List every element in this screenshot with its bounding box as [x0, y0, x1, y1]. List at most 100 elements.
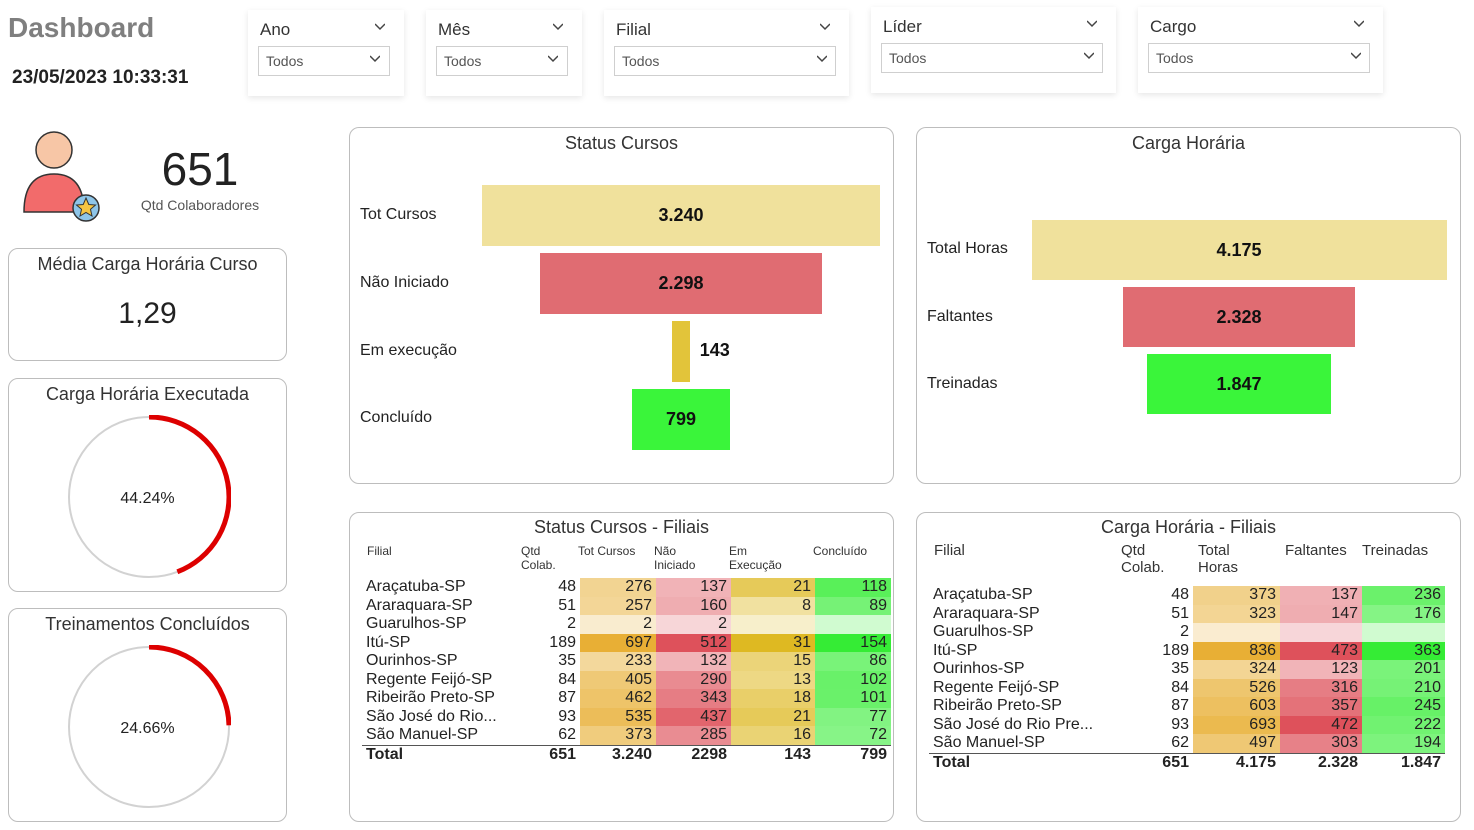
cell-filial: São Manuel-SP: [366, 726, 479, 743]
treinamentos-concluidos-gauge: [68, 645, 231, 808]
filter-ano-label: Ano: [260, 20, 291, 39]
filter-filial-label: Filial: [616, 20, 651, 39]
table-row[interactable]: Guarulhos-SP 2: [929, 623, 1445, 642]
table-cell: 102: [815, 670, 891, 689]
column-header[interactable]: Não Iniciado: [654, 544, 695, 572]
column-header[interactable]: Filial: [934, 542, 965, 559]
table-row[interactable]: Ribeirão Preto-SP 87 462 343 18 101: [362, 689, 891, 708]
funnel-bar[interactable]: 799: [631, 389, 731, 450]
column-header[interactable]: Faltantes: [1285, 542, 1347, 559]
filter-lider-label: Líder: [883, 17, 922, 36]
table-cell: 154: [815, 633, 891, 652]
filter-mes-dropdown[interactable]: Todos: [436, 46, 568, 76]
column-header-line: Qtd Colab.: [1121, 542, 1165, 576]
table-cell: 373: [1193, 586, 1280, 605]
table-cell: 15: [731, 652, 815, 671]
table-row[interactable]: São Manuel-SP 62 497 303 194: [929, 734, 1445, 753]
table-row[interactable]: Itú-SP 189 836 473 363: [929, 641, 1445, 660]
total-cell: 3.240: [580, 744, 656, 764]
total-cell: 4.175: [1193, 752, 1280, 772]
filter-cargo-dropdown[interactable]: Todos: [1148, 43, 1370, 73]
cell-filial: Guarulhos-SP: [933, 623, 1034, 640]
funnel-bar[interactable]: 3.240: [482, 185, 880, 246]
funnel-bar[interactable]: 1.847: [1147, 354, 1331, 414]
carga-executada-percent: 44.24%: [120, 490, 175, 507]
table-row[interactable]: Ribeirão Preto-SP 87 603 357 245: [929, 697, 1445, 716]
media-carga-value: 1,29: [118, 297, 177, 330]
table-cell: 147: [1280, 604, 1362, 623]
funnel-bar[interactable]: 2.298: [539, 253, 823, 314]
chevron-down-icon[interactable]: [1087, 19, 1097, 29]
table-cell: [1280, 623, 1362, 642]
table-cell: 13: [731, 670, 815, 689]
table-cell: 176: [1362, 604, 1445, 623]
total-cell: 651: [1117, 752, 1193, 772]
funnel-bar[interactable]: [672, 321, 690, 382]
column-header[interactable]: Concluído: [813, 544, 868, 558]
table-cell: 16: [731, 726, 815, 745]
filter-filial-dropdown[interactable]: Todos: [614, 46, 836, 76]
column-header[interactable]: Filial: [367, 544, 392, 558]
table-cell: 303: [1280, 734, 1362, 753]
funnel-value: 1.847: [1216, 373, 1262, 394]
column-header[interactable]: Treinadas: [1362, 542, 1429, 559]
cell-filial: São José do Rio...: [366, 707, 497, 725]
funnel-label: Total Horas: [927, 240, 1008, 257]
table-cell: 72: [815, 726, 891, 745]
table-row[interactable]: Guarulhos-SP 2 2 2: [362, 615, 891, 634]
column-header[interactable]: Qtd Colab.: [1121, 542, 1164, 576]
column-header[interactable]: Total Horas: [1198, 542, 1238, 576]
column-header[interactable]: Em Execução: [729, 544, 782, 572]
cell-filial: São José do Rio Pre...: [933, 715, 1094, 733]
filter-lider-dropdown[interactable]: Todos: [881, 43, 1103, 73]
cell-filial: Itú-SP: [366, 633, 411, 651]
cell-filial: Ribeirão Preto-SP: [366, 689, 495, 706]
table-cell: [815, 615, 891, 634]
table-row[interactable]: Araçatuba-SP 48 373 137 236: [929, 586, 1445, 605]
column-header-line: Total Horas: [1198, 542, 1239, 576]
total-cell: 1.847: [1362, 752, 1445, 772]
chevron-down-icon: [1084, 52, 1094, 60]
column-header[interactable]: Qtd Colab.: [521, 544, 556, 572]
cell-filial: Regente Feijó-SP: [933, 678, 1060, 696]
table-row[interactable]: Ourinhos-SP 35 233 132 15 86: [362, 652, 891, 671]
table-cell: 2: [580, 615, 656, 634]
table-row[interactable]: Ourinhos-SP 35 324 123 201: [929, 660, 1445, 679]
cell-filial: Itú-SP: [933, 641, 978, 659]
table-row[interactable]: Araçatuba-SP 48 276 137 21 118: [362, 578, 891, 597]
table-cell: [731, 615, 815, 634]
carga-filiais-title: Carga Horária - Filiais: [1100, 517, 1277, 537]
funnel-bar[interactable]: 2.328: [1123, 287, 1355, 347]
table-row[interactable]: Itú-SP 189 697 512 31 154: [362, 633, 891, 652]
table-cell: 137: [1280, 586, 1362, 605]
table-row[interactable]: São Manuel-SP 62 373 285 16 72: [362, 726, 891, 745]
chevron-down-icon[interactable]: [553, 22, 563, 32]
funnel-value: 2.298: [658, 273, 704, 293]
table-cell: 343: [656, 689, 731, 708]
chevron-down-icon[interactable]: [820, 22, 830, 32]
filter-lider-value: Todos: [889, 50, 927, 66]
total-row: Total 651 4.175 2.328 1.847: [929, 752, 1445, 772]
table-row[interactable]: São José do Rio Pre... 93 693 472 222: [929, 715, 1445, 734]
cell-filial: Regente Feijó-SP: [366, 670, 493, 688]
table-row[interactable]: Regente Feijó-SP 84 405 290 13 102: [362, 670, 891, 689]
table-cell: 497: [1193, 734, 1280, 753]
cell-filial: Araraquara-SP: [366, 596, 473, 614]
status-filiais-title: Status Cursos - Filiais: [533, 517, 710, 537]
filter-ano-dropdown[interactable]: Todos: [258, 46, 390, 76]
colaboradores-label: Qtd Colaboradores: [140, 197, 260, 213]
column-header[interactable]: Tot Cursos: [578, 544, 636, 558]
funnel-bar[interactable]: 4.175: [1031, 220, 1447, 280]
table-cell: 84: [558, 670, 576, 688]
chevron-down-icon[interactable]: [1354, 19, 1364, 29]
table-row[interactable]: Araraquara-SP 51 257 160 8 89: [362, 596, 891, 615]
table-row[interactable]: Araraquara-SP 51 323 147 176: [929, 604, 1445, 623]
table-cell: 48: [558, 578, 576, 595]
chevron-down-icon[interactable]: [375, 22, 385, 32]
table-cell: 603: [1193, 697, 1280, 716]
cell-filial: Ourinhos-SP: [933, 660, 1025, 677]
table-cell: 693: [1193, 715, 1280, 734]
table-row[interactable]: Regente Feijó-SP 84 526 316 210: [929, 678, 1445, 697]
table-row[interactable]: São José do Rio... 93 535 437 21 77: [362, 707, 891, 726]
carga-filiais-table: Araçatuba-SP 48 373 137 236 Araraquara-SP 51 32…: [929, 586, 1445, 772]
